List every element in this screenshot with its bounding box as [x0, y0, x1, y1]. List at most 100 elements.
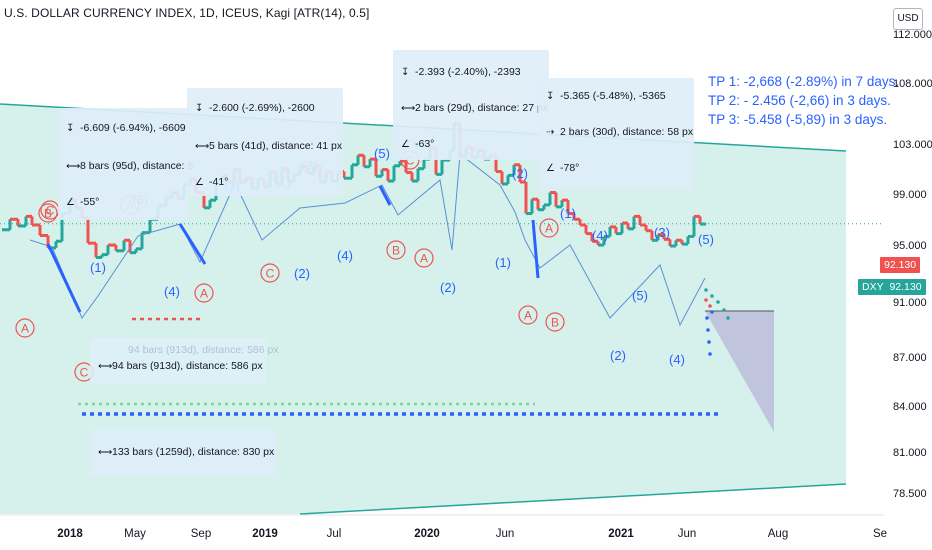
measure-box-1[interactable]: ↧ -6.609 (-6.94%), -6609 ⟷8 bars (95d), d…: [58, 108, 193, 220]
forecast-dot: [704, 298, 708, 302]
forecast-dot: [710, 294, 714, 298]
wave-label-orange: A: [21, 322, 29, 336]
wave-label-orange: C: [46, 204, 55, 218]
time-tick-label: May: [124, 528, 146, 540]
forecast-dot: [708, 304, 712, 308]
price-tick-label: 99.000: [893, 189, 927, 201]
time-axis: 2018 May Sep 2019 Jul 2020 Jun 2021 Jun Aug Se: [0, 514, 887, 540]
wave-label-blue: (2): [294, 266, 310, 281]
angle-icon: ∠: [546, 163, 555, 174]
time-tick-label: 2021: [608, 528, 634, 540]
target-3: TP 3: -5.458 (-5,89) in 3 days.: [708, 112, 888, 127]
measure-leg-2: [178, 223, 207, 265]
target-1: TP 1: -2,668 (-2.89%) in 7 days.: [708, 74, 900, 89]
bars-range-icon: ⟷: [98, 447, 113, 458]
forecast-dot: [722, 308, 726, 312]
measure-leg-1: [46, 243, 82, 313]
currency-button[interactable]: USD: [893, 8, 923, 30]
wave-label-orange: B: [392, 244, 400, 258]
measure-price: -5.365 (-5.48%), -5365: [560, 90, 666, 102]
wave-label-orange: C: [406, 154, 415, 168]
wave-circle: [386, 240, 406, 260]
measure-leg-4: [531, 219, 540, 279]
measure-bars: 5 bars (41d), distance: 41 px: [209, 140, 343, 152]
measure-bars: 8 bars (95d), distance: 8: [80, 160, 194, 172]
wave-label-blue: (5): [698, 232, 714, 247]
price-range-icon: ↧: [195, 103, 204, 114]
range-box-2[interactable]: ⟷133 bars (1259d), distance: 830 px: [90, 430, 276, 476]
forecast-dot: [708, 352, 712, 356]
wave-label-blue: (1): [560, 206, 576, 221]
wave-circle: [260, 263, 280, 283]
time-tick-label: Jun: [678, 528, 697, 540]
symbol-tag: DXY 92.130: [858, 279, 926, 295]
wave-label-orange: B: [551, 316, 559, 330]
price-tick-label: 103.000: [893, 139, 932, 151]
target-2: TP 2: - 2.456 (-2,66) in 3 days.: [708, 93, 891, 108]
wave-circle: [545, 312, 565, 332]
angle-icon: ∠: [66, 197, 75, 208]
measure-price: -2.600 (-2.69%), -2600: [209, 102, 315, 114]
forecast-dot: [710, 310, 714, 314]
time-tick-label: Sep: [191, 528, 211, 540]
angle-icon: ∠: [195, 177, 204, 188]
wave-label-blue: (2): [512, 166, 528, 181]
price-tick-label: 84.000: [893, 401, 927, 413]
time-tick-label: 2020: [414, 528, 440, 540]
price-range-icon: ↧: [401, 67, 410, 78]
forecast-dot: [704, 288, 708, 292]
wave-label-blue: (1): [495, 255, 511, 270]
time-tick-label: Jun: [496, 528, 515, 540]
forecast-dot: [706, 328, 710, 332]
wave-circle: [539, 218, 559, 238]
time-tick-label: 2019: [252, 528, 278, 540]
wave-label-blue: (4): [592, 228, 608, 243]
time-tick-label: Se: [873, 528, 887, 540]
wave-label-blue: (5): [374, 146, 390, 161]
last-price-label: 92.130: [880, 257, 921, 273]
wave-label-orange: C: [80, 366, 89, 380]
time-tick-label: 2018: [57, 528, 83, 540]
wave-circle: [194, 283, 214, 303]
wave-label-blue: (5): [632, 288, 648, 303]
bars-range-icon: ⟷: [98, 361, 113, 372]
range-box-1[interactable]: 94 bars (913d), distance: 586 px ⟷94 bar…: [90, 338, 279, 384]
price-tick-label: 108.000: [893, 78, 932, 90]
measure-angle: -41°: [209, 176, 229, 188]
measure-box-2[interactable]: ↧ -2.600 (-2.69%), -2600 ⟷5 bars (41d), d…: [187, 88, 343, 196]
wave-label-blue: (2): [440, 280, 456, 295]
price-tick-label: 87.000: [893, 352, 927, 364]
forecast-dot: [705, 316, 709, 320]
wave-label-blue: (4): [337, 248, 353, 263]
forecast-dot: [707, 340, 711, 344]
wave-circle: [414, 248, 434, 268]
bars-range-icon: ⟷: [66, 161, 81, 172]
wave-path: [29, 153, 706, 327]
projection-triangle: [705, 311, 774, 432]
price-tick-label: 78.500: [893, 488, 927, 500]
range-label: 133 bars (1259d), distance: 830 px: [112, 446, 275, 458]
bars-range-icon: ⇢: [546, 127, 555, 138]
range-label: 94 bars (913d), distance: 586 px: [112, 360, 263, 372]
measure-bars: 2 bars (29d), distance: 27 px: [415, 102, 549, 114]
dotted-levels: [78, 317, 722, 416]
symbol-price: 92.130: [889, 281, 922, 293]
wave-label-orange: A: [420, 252, 428, 266]
price-range-icon: ↧: [66, 123, 75, 134]
measure-box-3[interactable]: ↧ -2.393 (-2.40%), -2393 ⟷2 bars (29d), d…: [393, 50, 549, 160]
wave-label-orange: C: [266, 267, 275, 281]
measure-box-4[interactable]: ↧ -5.365 (-5.48%), -5365 ⇢ 2 bars (30d), d…: [538, 78, 694, 190]
wave-label-blue: (2): [610, 348, 626, 363]
symbol-name: DXY: [862, 281, 884, 293]
targets-note: TP 1: -2,668 (-2.89%) in 7 days. TP 2: -…: [708, 72, 899, 129]
wave-label-orange: A: [200, 287, 208, 301]
price-tick-label: 95.000: [893, 240, 927, 252]
wave-label-blue: (3): [654, 225, 670, 240]
channel-lower-line: [299, 483, 847, 515]
price-axis: 112.000 108.000 103.000 99.000 95.000 91.000 8…: [893, 29, 932, 500]
forecast-dot: [716, 300, 720, 304]
wave-label-blue: (4): [164, 284, 180, 299]
wave-label-blue: (1): [90, 260, 106, 275]
measure-price: -2.393 (-2.40%), -2393: [415, 66, 521, 78]
measure-angle: -55°: [80, 196, 100, 208]
